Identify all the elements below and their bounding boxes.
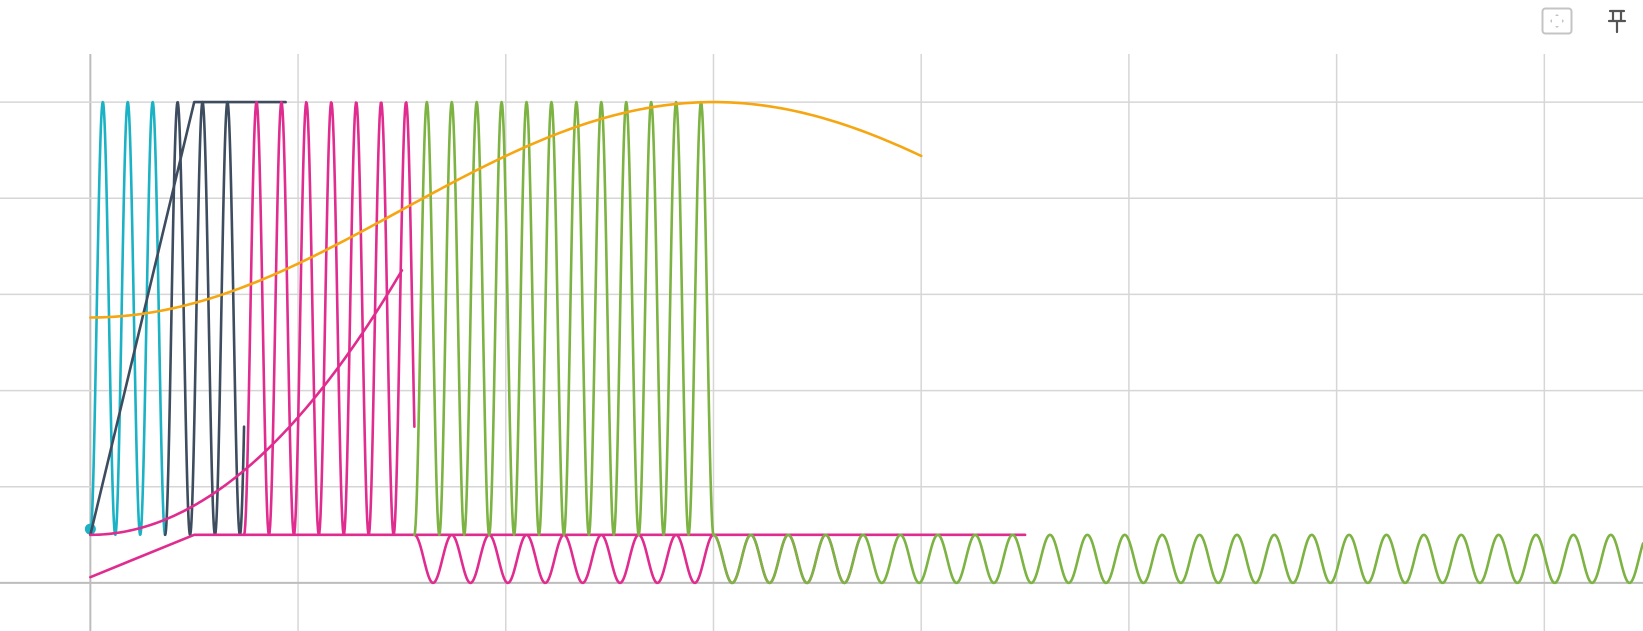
series-line-10 xyxy=(89,100,923,319)
series-line-2 xyxy=(89,100,287,537)
series-line-5 xyxy=(89,269,404,537)
series-line-3 xyxy=(163,100,246,537)
series-line-8 xyxy=(413,100,715,537)
series-line-6 xyxy=(89,533,1027,579)
fullscreen-button[interactable] xyxy=(1540,4,1574,38)
series-layer xyxy=(84,100,1643,585)
fullscreen-icon xyxy=(1541,7,1573,35)
pin-icon xyxy=(1607,8,1627,34)
series-line-4 xyxy=(242,100,416,537)
series-line-0 xyxy=(89,100,167,537)
pin-button[interactable] xyxy=(1600,4,1634,38)
series-line-9 xyxy=(712,533,1643,585)
